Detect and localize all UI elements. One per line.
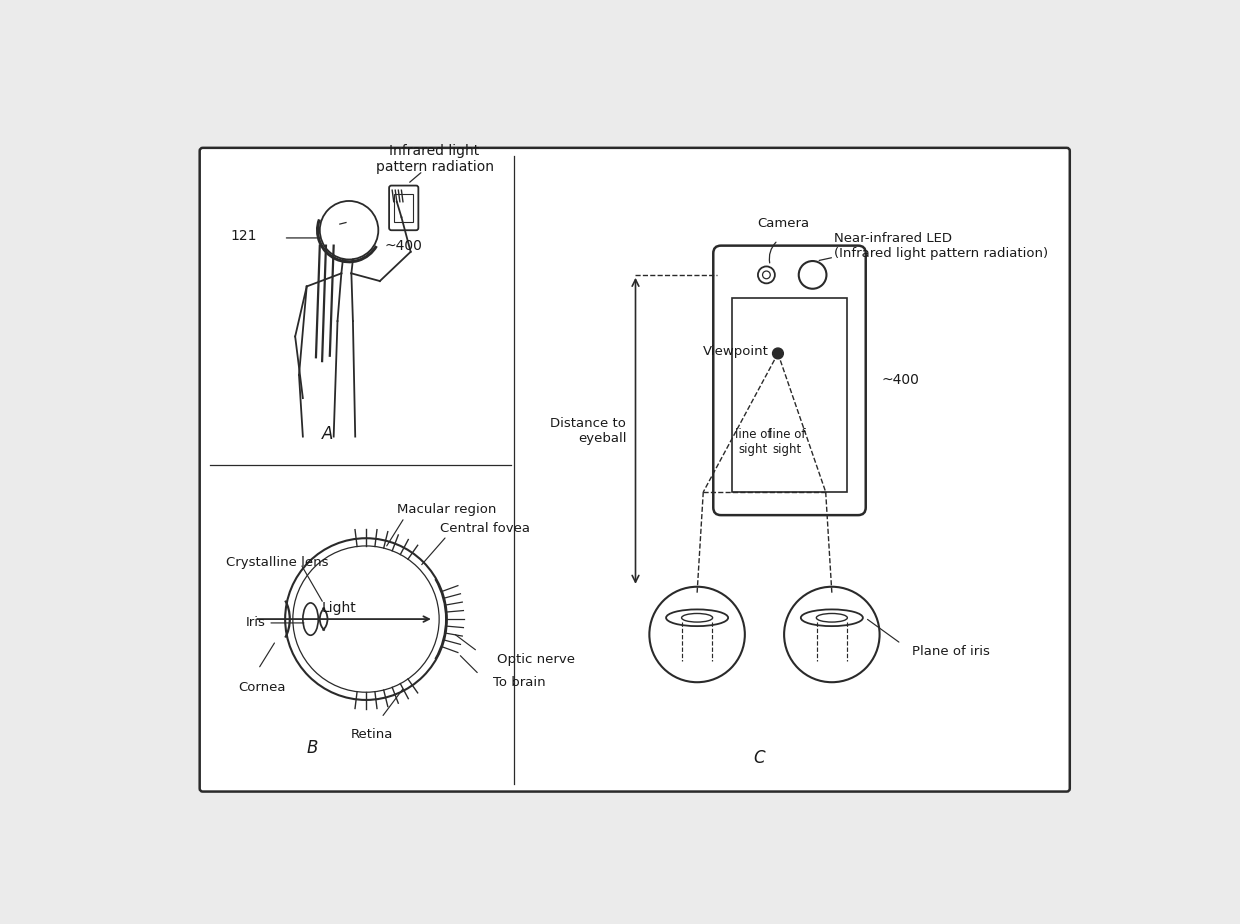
FancyBboxPatch shape [713,246,866,516]
Text: B: B [306,739,317,758]
Bar [732,298,847,492]
Text: Retina: Retina [351,728,393,741]
Text: A: A [322,425,334,444]
Text: Near-infrared LED
(Infrared light pattern radiation): Near-infrared LED (Infrared light patter… [835,232,1048,260]
Text: Plane of iris: Plane of iris [911,645,990,658]
Text: ~400: ~400 [882,373,919,387]
Bar [394,194,413,222]
Text: Viewpoint: Viewpoint [703,345,769,358]
Text: Crystalline lens: Crystalline lens [226,556,329,569]
Text: ~400: ~400 [384,238,423,252]
FancyBboxPatch shape [200,148,1070,792]
Text: Iris: Iris [246,616,265,629]
Text: C: C [753,748,765,767]
Text: Camera: Camera [758,217,810,230]
Text: Macular region: Macular region [397,504,496,517]
Text: line of
sight: line of sight [735,428,771,456]
Text: Distance to
eyeball: Distance to eyeball [551,417,626,444]
Text: Infrared light
pattern radiation: Infrared light pattern radiation [376,143,494,174]
Text: To brain: To brain [494,675,546,688]
Text: Light: Light [321,602,356,615]
FancyBboxPatch shape [389,186,418,230]
Circle shape [773,348,784,359]
Text: Cornea: Cornea [238,681,285,694]
Text: Optic nerve: Optic nerve [497,652,575,665]
Text: line of
sight: line of sight [769,428,806,456]
Text: 121: 121 [231,229,257,243]
Text: Central fovea: Central fovea [440,522,531,535]
